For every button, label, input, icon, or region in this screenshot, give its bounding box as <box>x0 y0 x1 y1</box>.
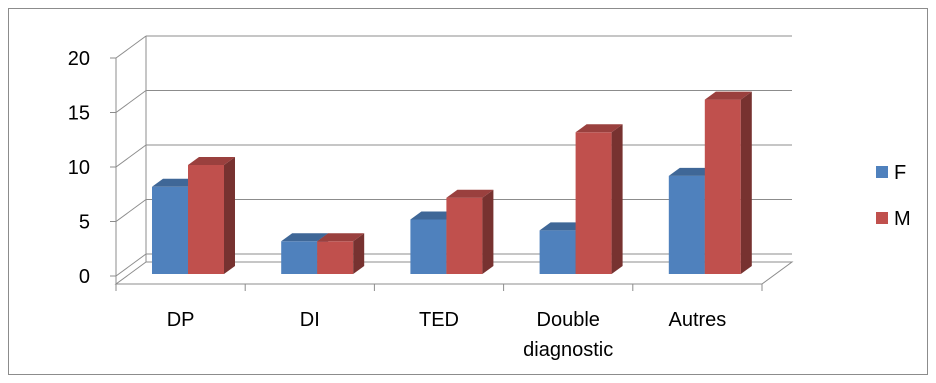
legend-swatch-F <box>876 166 888 178</box>
gridline-left-wall <box>115 144 147 168</box>
bar-top <box>575 124 623 133</box>
bar-top <box>446 189 494 198</box>
bar-front <box>539 230 576 274</box>
x-tick-label: DI <box>300 309 320 331</box>
bar-side <box>224 157 235 274</box>
x-tick-label: TED <box>419 309 459 331</box>
bar-M-1 <box>317 233 365 274</box>
bar-top <box>539 222 587 231</box>
bar-side <box>611 124 623 274</box>
y-axis-tick-labels: 0 5 10 15 20 <box>68 48 90 288</box>
bar-side <box>740 91 752 274</box>
bar-front <box>410 219 447 274</box>
chart-floor <box>114 261 794 285</box>
bar-side <box>482 189 494 274</box>
bars <box>152 91 752 274</box>
bar-front <box>281 241 318 274</box>
bar-front <box>152 186 188 274</box>
axes <box>110 36 763 291</box>
bar-front <box>704 99 741 274</box>
bar-top <box>668 167 716 176</box>
gridline-left-wall <box>115 90 147 113</box>
bar-side <box>353 233 365 274</box>
legend-label-F: F <box>894 162 906 184</box>
bar-front <box>317 241 354 274</box>
gridline-left-wall <box>115 199 147 222</box>
legend: FM <box>876 162 911 230</box>
legend-label-M: M <box>894 208 911 230</box>
y-tick-label: 15 <box>68 103 90 125</box>
chart-walls <box>114 261 794 285</box>
y-tick-label: 10 <box>68 157 90 179</box>
bar-top <box>188 157 235 165</box>
bar-top <box>410 211 458 220</box>
bar-M-4 <box>704 91 752 274</box>
y-tick-label: 5 <box>79 212 90 234</box>
bar-front <box>188 165 224 274</box>
x-tick-label: DP <box>167 309 195 331</box>
bar-front <box>446 197 483 274</box>
bar-M-2 <box>446 189 494 274</box>
bar-M-0 <box>188 157 235 274</box>
x-axis-tick-labels: DP DI TED Double diagnostic Autres <box>167 309 727 361</box>
y-tick-label: 20 <box>68 48 90 70</box>
x-tick-label: diagnostic <box>523 339 613 361</box>
bar-top <box>704 91 752 100</box>
gridline-left-wall <box>115 35 147 59</box>
bar-top <box>152 178 199 187</box>
bar-top <box>317 233 365 242</box>
bar-front <box>668 175 705 274</box>
gridline-left-wall <box>115 253 147 277</box>
bar-top <box>281 233 329 242</box>
legend-swatch-M <box>876 212 888 224</box>
x-tick-label: Autres <box>668 309 726 331</box>
y-tick-label: 0 <box>79 266 90 288</box>
bar-M-3 <box>575 124 623 274</box>
x-tick-label: Double <box>537 309 600 331</box>
bar-front <box>575 132 612 274</box>
